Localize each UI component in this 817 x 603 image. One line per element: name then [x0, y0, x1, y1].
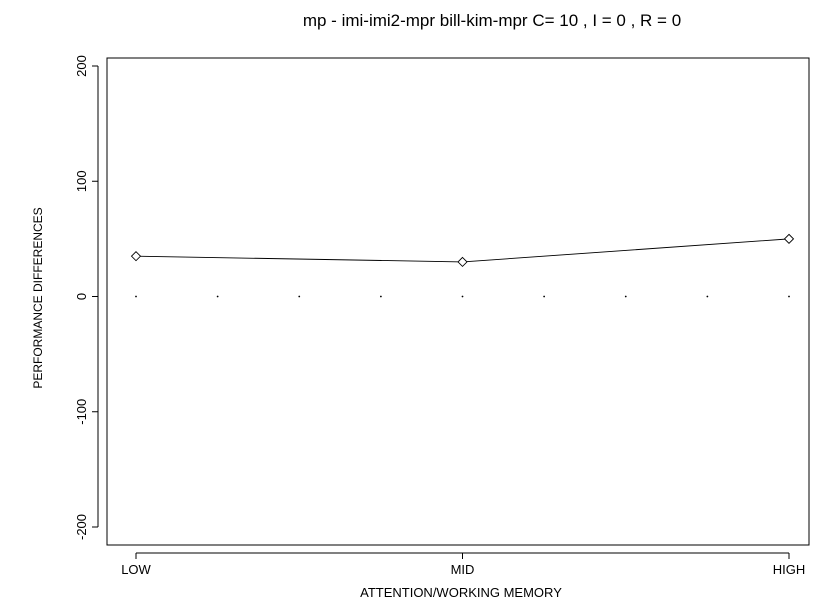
y-tick-label: 0 [74, 293, 89, 300]
y-tick-label: 200 [74, 55, 89, 77]
y-tick-label: 100 [74, 170, 89, 192]
data-point-marker [783, 233, 795, 245]
y-axis-label: PERFORMANCE DIFFERENCES [31, 207, 45, 388]
reference-dot [461, 295, 464, 298]
y-tick-label: -200 [74, 514, 89, 540]
zero-reference-line [135, 295, 790, 298]
y-axis: -200 -100 0 100 200 [74, 55, 99, 540]
reference-dot [624, 295, 627, 298]
x-axis: LOW MID HIGH [121, 552, 806, 577]
reference-dot [706, 295, 709, 298]
x-tick-label: HIGH [773, 562, 806, 577]
reference-dot [135, 295, 137, 298]
reference-dot [379, 295, 382, 298]
series-group [130, 233, 795, 268]
reference-dot [216, 295, 219, 298]
plot-frame [106, 57, 810, 546]
x-tick-label: MID [451, 562, 475, 577]
data-point-marker [457, 256, 468, 268]
chart-title: mp - imi-imi2-mpr bill-kim-mpr C= 10 , I… [303, 11, 681, 30]
reference-dot [298, 295, 301, 298]
x-axis-label: ATTENTION/WORKING MEMORY [360, 585, 562, 600]
reference-dot [543, 295, 546, 298]
reference-dot [788, 295, 790, 298]
x-tick-label: LOW [121, 562, 151, 577]
data-point-marker [130, 251, 142, 262]
y-tick-label: -100 [74, 399, 89, 425]
